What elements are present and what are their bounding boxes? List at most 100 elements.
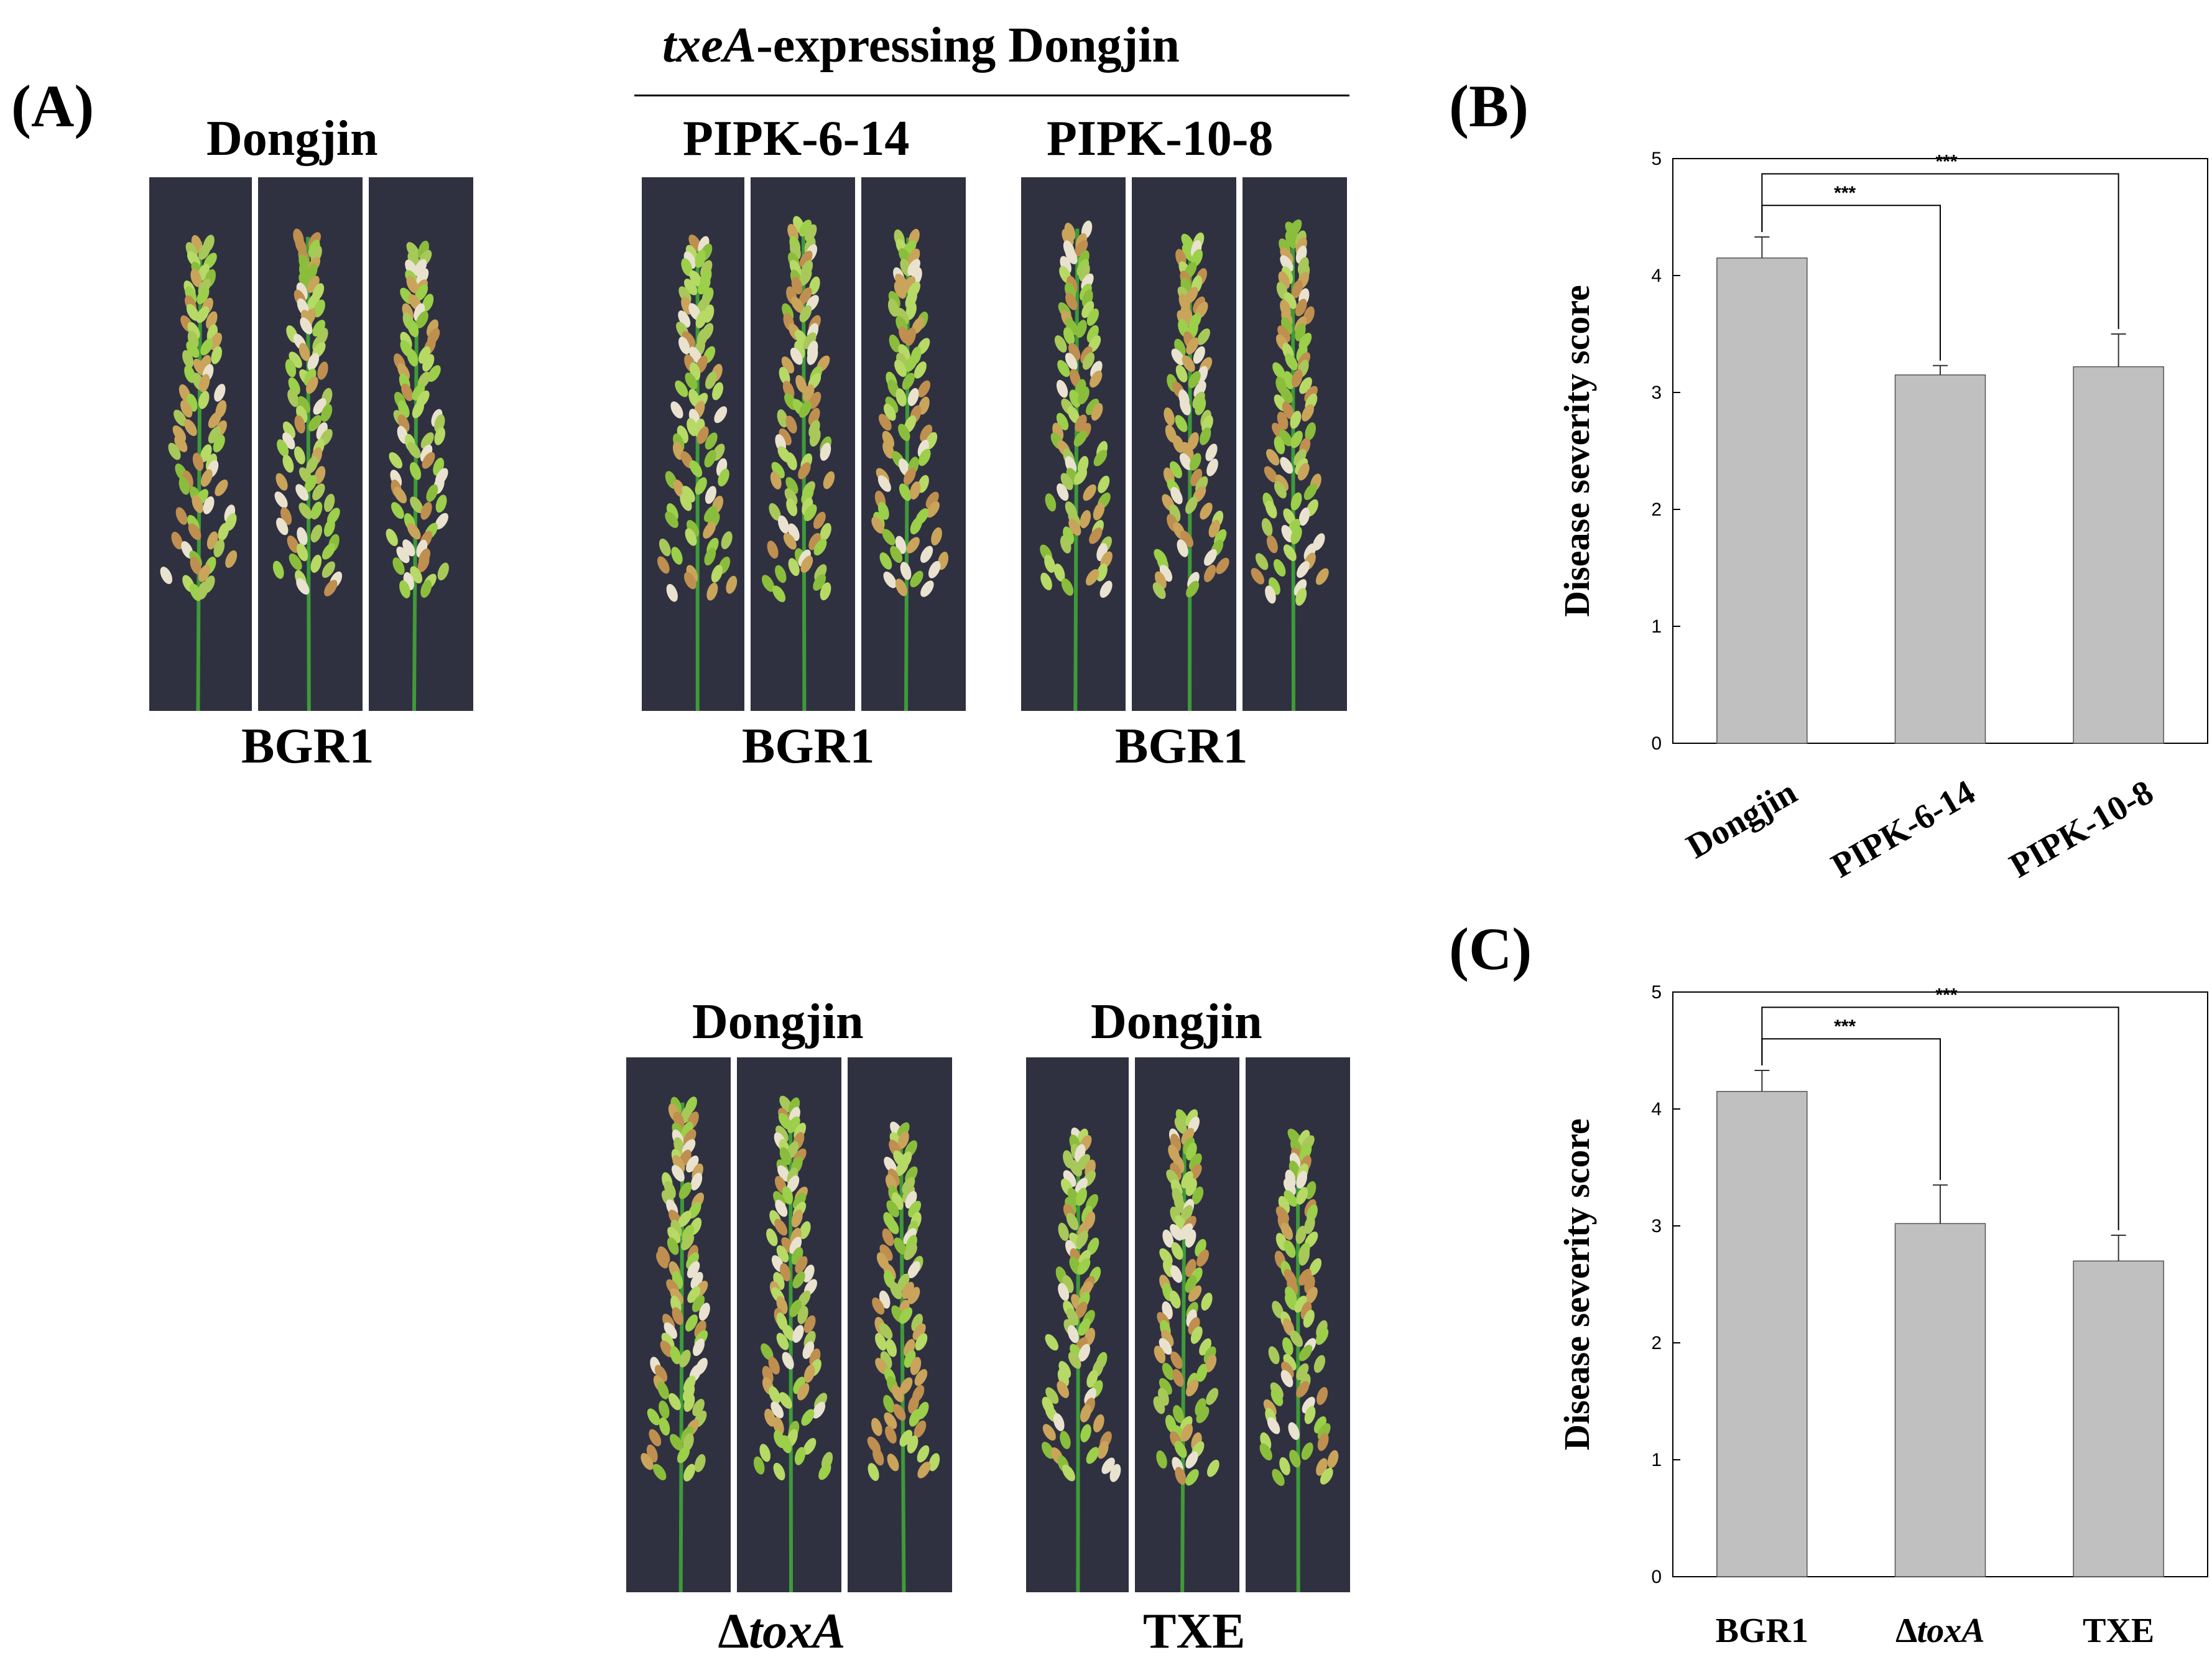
grain	[920, 545, 933, 563]
grain	[1188, 1285, 1202, 1302]
grain	[770, 1401, 784, 1419]
chart-c: 0 1 2 3 4 5 Disease severity score *** *** BGR1 ∆t…	[1542, 976, 2212, 1670]
grain	[1093, 1414, 1104, 1432]
grain	[1196, 1363, 1208, 1382]
grain	[656, 1251, 669, 1269]
grain	[899, 1307, 913, 1324]
grain	[434, 427, 445, 445]
grain	[902, 276, 916, 294]
grain	[659, 1417, 670, 1436]
grain	[681, 258, 693, 276]
grain	[904, 355, 918, 372]
grain	[813, 511, 826, 529]
grain	[652, 1464, 667, 1480]
grain	[310, 524, 323, 543]
grain	[401, 383, 414, 401]
grain	[1189, 1153, 1202, 1171]
photo-group-dongjin-txe	[1026, 1057, 1350, 1592]
photo-group-dongjin-toxa	[626, 1057, 952, 1592]
grain	[1203, 564, 1216, 582]
grain	[705, 432, 718, 450]
grain	[667, 1227, 681, 1244]
grain	[779, 366, 790, 385]
grain	[784, 488, 798, 506]
grain	[671, 1164, 685, 1182]
grain	[667, 1237, 679, 1255]
panicle-photo	[642, 177, 744, 711]
grain	[783, 532, 797, 550]
grain	[1317, 1432, 1329, 1451]
grain	[200, 469, 213, 487]
grain	[712, 382, 724, 401]
grain	[915, 1333, 928, 1351]
grain	[308, 415, 322, 432]
grain	[1172, 1369, 1184, 1387]
grain	[808, 391, 821, 409]
grain	[759, 1444, 771, 1462]
grain	[285, 359, 297, 378]
grain	[871, 516, 884, 534]
grain	[695, 249, 706, 268]
grain	[792, 1325, 804, 1343]
grain	[666, 583, 678, 602]
grain	[797, 1306, 808, 1324]
y-tick-label: 5	[1651, 982, 1662, 1003]
grain	[696, 426, 709, 444]
grain	[1185, 496, 1198, 514]
grain	[275, 473, 288, 491]
grain	[677, 1446, 690, 1464]
grain	[1170, 1351, 1183, 1369]
panicle-photo	[1243, 177, 1347, 711]
grain	[682, 486, 695, 503]
grain	[909, 481, 921, 500]
grain	[899, 1377, 913, 1394]
grain	[917, 380, 931, 397]
grain	[647, 1408, 660, 1426]
significance-label: ***	[1935, 151, 1957, 172]
grain	[894, 1237, 907, 1255]
x-category-label: ∆toxA	[1895, 1612, 1984, 1650]
grain	[1177, 539, 1188, 557]
grain	[1208, 519, 1221, 538]
grain	[313, 398, 326, 415]
grain	[213, 435, 225, 453]
grain	[1159, 1248, 1173, 1265]
grain	[1297, 561, 1310, 578]
y-tick-label: 5	[1651, 149, 1662, 169]
grain	[409, 462, 422, 480]
grain	[306, 456, 318, 474]
grain	[685, 372, 698, 390]
grain	[1181, 233, 1195, 251]
y-tick-label: 4	[1651, 1099, 1662, 1120]
grain	[687, 1286, 701, 1303]
grain	[1268, 1346, 1280, 1365]
txea-header: txeA-expressing Dongjin	[662, 17, 1180, 74]
grain	[683, 279, 698, 295]
grain	[1201, 1292, 1213, 1311]
grain	[1174, 1116, 1187, 1134]
group-2-bottom-label: BGR1	[742, 719, 875, 774]
grain	[673, 479, 685, 498]
grain	[1303, 1309, 1315, 1328]
grain	[192, 453, 204, 471]
group-2-top-label: PIPK-6-14	[683, 111, 910, 166]
grain	[910, 517, 922, 535]
grain	[879, 1322, 893, 1340]
photo-group-dongjin-bgr1	[149, 177, 473, 711]
grain	[310, 554, 322, 573]
grain	[282, 432, 295, 450]
grain	[184, 419, 197, 437]
grain	[1272, 1468, 1285, 1487]
bar	[1894, 374, 1986, 744]
chart-b-svg: 0 1 2 3 4 5 Disease severity score *** *** Dongji…	[1557, 149, 2208, 886]
grain	[799, 305, 812, 323]
grain	[1190, 1326, 1203, 1344]
significance-label: ***	[1834, 183, 1856, 203]
grain	[718, 468, 729, 487]
grain	[678, 336, 690, 355]
grain	[208, 426, 221, 443]
grain	[1180, 531, 1194, 547]
panicle-drawing	[871, 228, 949, 711]
grain	[910, 570, 923, 588]
grain	[798, 401, 812, 418]
